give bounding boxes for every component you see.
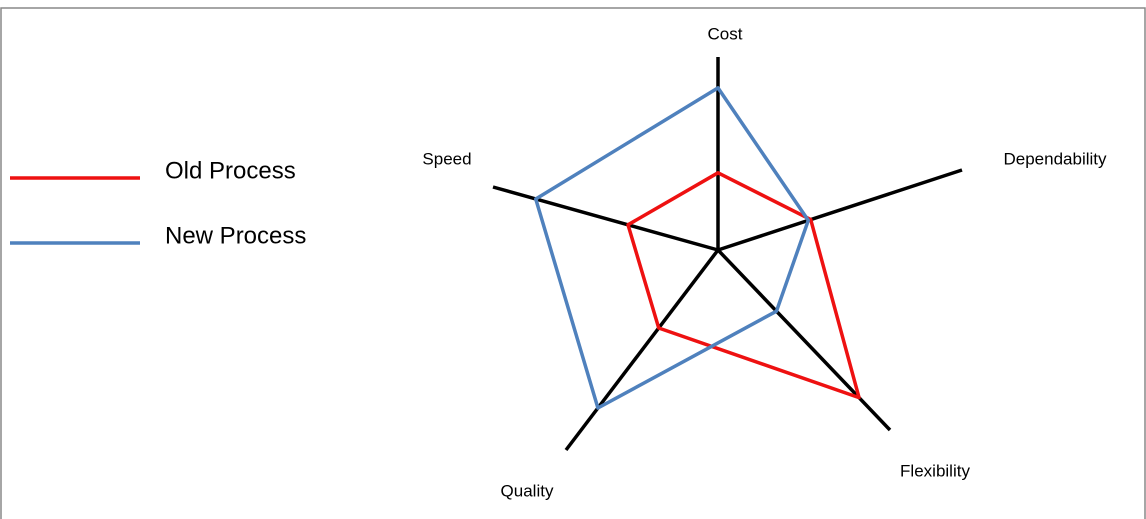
legend-label: New Process <box>165 222 306 249</box>
axis-label: Cost <box>708 24 743 43</box>
axis-label: Dependability <box>1003 149 1107 168</box>
axis-spoke <box>716 248 892 432</box>
frame <box>0 7 1146 519</box>
series-polygon <box>534 86 811 410</box>
axis-spoke <box>717 168 963 252</box>
axis-spoke <box>564 248 720 452</box>
axis-spoke <box>492 185 719 252</box>
legend-label: Old Process <box>165 157 296 184</box>
axis-label: Quality <box>501 481 554 500</box>
axis-label: Flexibility <box>900 461 970 480</box>
axis-label: Speed <box>422 149 471 168</box>
series-polygon <box>626 171 861 400</box>
